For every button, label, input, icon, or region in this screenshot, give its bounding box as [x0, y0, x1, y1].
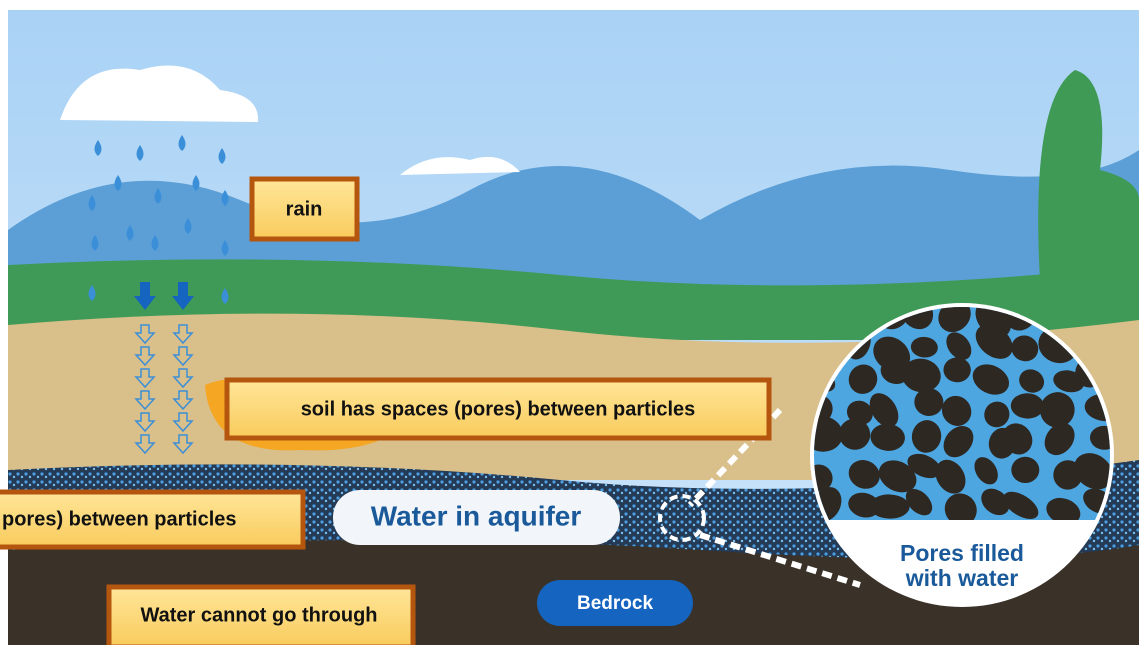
- rock: [910, 336, 938, 358]
- rock: [1074, 453, 1110, 490]
- arrow-outline: [134, 324, 156, 345]
- rock: [1011, 335, 1039, 362]
- arrow-outline: [134, 346, 156, 367]
- raindrop: [136, 145, 144, 161]
- rock: [984, 401, 1010, 428]
- arrow-outline: [134, 390, 156, 411]
- arrow-outline: [134, 412, 156, 433]
- rock: [944, 493, 977, 526]
- raindrop: [88, 195, 96, 211]
- rock: [839, 418, 871, 450]
- raindrop: [218, 148, 226, 164]
- arrow-outline: [172, 324, 194, 345]
- raindrop: [221, 288, 229, 304]
- raindrop: [91, 235, 99, 251]
- rock: [1002, 423, 1033, 455]
- cloud: [60, 65, 259, 122]
- arrow: [134, 282, 156, 310]
- rock: [972, 364, 1010, 395]
- rock: [1046, 497, 1081, 525]
- label: Water cannot go through: [140, 604, 377, 626]
- aquifer-pill: [333, 490, 620, 545]
- rock: [1089, 425, 1110, 450]
- zoom-spot: [658, 494, 706, 542]
- bedrock-label: Bedrock: [577, 593, 653, 614]
- raindrops: [88, 135, 229, 304]
- rock: [901, 358, 941, 393]
- rock: [1019, 369, 1045, 393]
- raindrop: [178, 135, 186, 151]
- raindrop: [114, 175, 122, 191]
- label-box: [0, 489, 306, 550]
- rock: [907, 453, 941, 479]
- rock: [869, 393, 899, 428]
- rock: [975, 324, 1013, 359]
- raindrop: [221, 240, 229, 256]
- rock: [941, 395, 972, 426]
- bedrock-pill: [537, 580, 693, 626]
- rock: [1003, 491, 1039, 519]
- arrow-outline: [134, 434, 156, 455]
- rock: [981, 488, 1010, 516]
- cloud: [400, 156, 520, 175]
- arrow-outline: [172, 434, 194, 455]
- label: soil has spaces (pores) between particle…: [301, 398, 696, 420]
- arrow: [172, 282, 194, 310]
- arrow-outline: [134, 368, 156, 389]
- rock: [878, 460, 917, 493]
- rock: [1011, 456, 1040, 484]
- arrow-outline: [172, 412, 194, 433]
- arrow-outline: [172, 390, 194, 411]
- rock: [905, 488, 933, 516]
- raindrop: [88, 285, 96, 301]
- rock: [814, 416, 843, 452]
- rock: [848, 460, 880, 489]
- raindrop: [126, 225, 134, 241]
- bush: [1038, 70, 1139, 280]
- rock: [1010, 393, 1044, 419]
- zoom-caption: Pores filled: [900, 540, 1024, 566]
- rock: [814, 464, 833, 492]
- rock: [943, 357, 971, 383]
- infiltration-arrows: [134, 282, 194, 455]
- rock: [1044, 423, 1075, 456]
- label-box: [224, 377, 772, 441]
- rock: [974, 457, 998, 485]
- raindrop: [184, 218, 192, 234]
- rock: [935, 459, 966, 494]
- label-box: [249, 176, 360, 242]
- raindrop: [151, 235, 159, 251]
- rock: [1039, 392, 1075, 428]
- rock: [946, 332, 972, 360]
- aquifer-label: Water in aquifer: [371, 500, 582, 531]
- arrow-outline: [172, 368, 194, 389]
- raindrop: [192, 175, 200, 191]
- rock: [848, 364, 878, 394]
- raindrop: [221, 190, 229, 206]
- rock: [870, 423, 905, 451]
- zoom-caption: with water: [905, 565, 1019, 591]
- rock: [869, 494, 910, 519]
- raindrop: [154, 188, 162, 204]
- raindrop: [94, 140, 102, 156]
- arrow-outline: [172, 346, 194, 367]
- rock: [914, 388, 944, 416]
- rock: [911, 420, 942, 453]
- label: pores) between particles: [2, 508, 237, 530]
- rock: [943, 425, 974, 458]
- label: rain: [286, 198, 323, 220]
